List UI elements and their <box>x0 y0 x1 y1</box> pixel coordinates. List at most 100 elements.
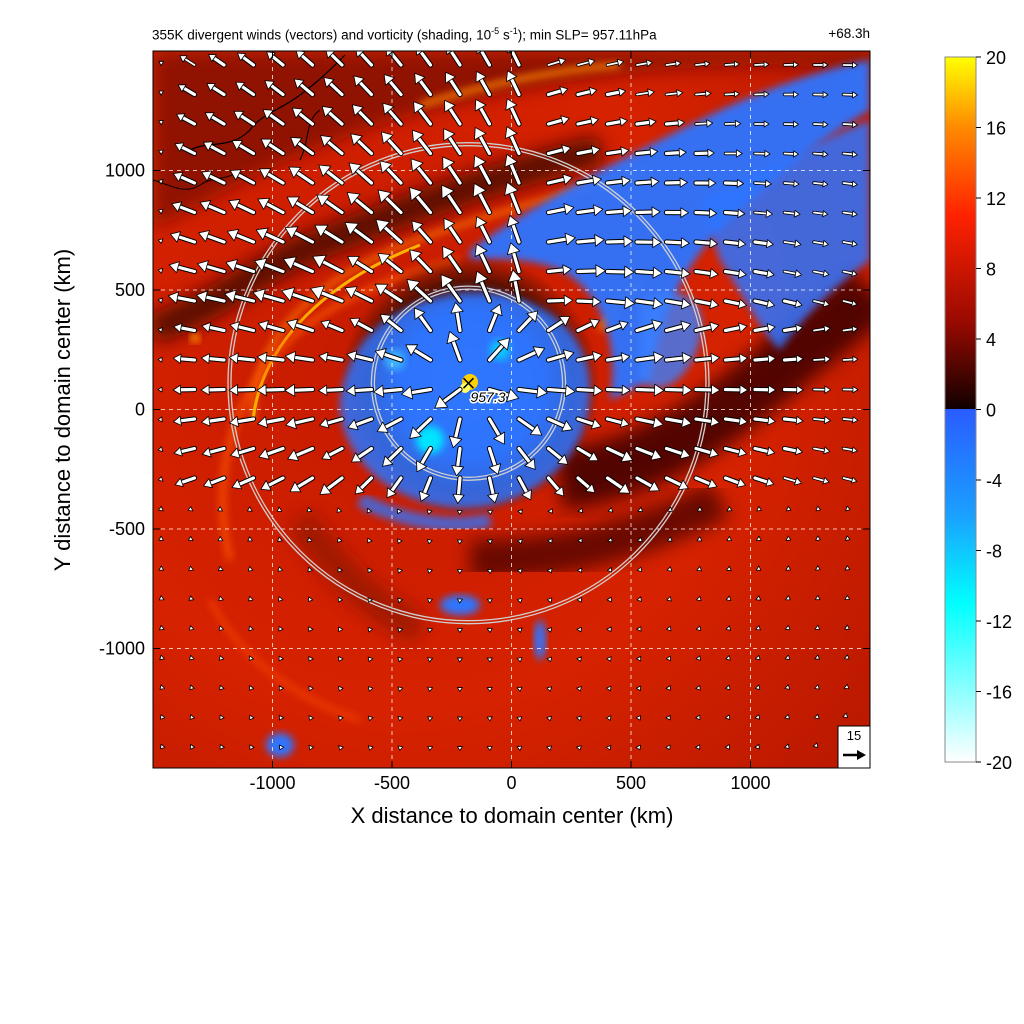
wind-vector <box>722 353 749 364</box>
wind-vector <box>189 654 195 661</box>
wind-vector <box>545 349 575 363</box>
wind-vector <box>635 59 653 68</box>
wind-vector <box>353 75 375 98</box>
wind-vector <box>576 686 582 692</box>
wind-vector <box>257 320 286 334</box>
wind-vector <box>157 386 163 393</box>
wind-vector <box>443 128 463 157</box>
wind-vector <box>172 353 198 364</box>
wind-vector <box>841 386 859 394</box>
colorbar-tick-label: -16 <box>986 683 1012 703</box>
wind-vector <box>844 565 851 571</box>
wind-vector <box>516 416 543 436</box>
wind-vector <box>440 274 463 304</box>
wind-vector <box>260 138 286 157</box>
wind-vector <box>278 596 284 602</box>
wind-vector <box>784 684 790 690</box>
wind-vector <box>695 655 701 661</box>
wind-vector <box>755 625 761 631</box>
wind-vector <box>516 385 548 399</box>
wind-vector <box>693 208 718 219</box>
wind-vector <box>752 475 775 487</box>
wind-vector <box>722 445 748 458</box>
wind-vector <box>278 655 284 662</box>
wind-vector <box>282 256 316 275</box>
wind-vector <box>782 209 801 218</box>
wind-vector <box>382 102 404 127</box>
wind-vector <box>756 535 762 542</box>
wind-vector <box>157 238 164 244</box>
wind-vector <box>753 179 772 188</box>
wind-vector <box>396 508 403 515</box>
wind-vector <box>726 565 732 571</box>
wind-vector <box>693 415 720 427</box>
wind-vector <box>277 566 284 572</box>
wind-vector <box>605 715 612 721</box>
wind-vector <box>405 344 434 363</box>
wind-vector <box>197 260 227 275</box>
wind-vector <box>693 352 721 365</box>
wind-vector <box>401 385 434 400</box>
wind-vector <box>206 83 227 98</box>
wind-vector <box>347 256 375 275</box>
wind-vector <box>785 505 792 512</box>
wind-vector <box>722 415 748 427</box>
y-tick-label: 1000 <box>105 161 145 181</box>
wind-vector <box>228 352 257 365</box>
wind-vector <box>158 179 164 185</box>
colorbar-tick-label: -20 <box>986 753 1012 773</box>
wind-vector <box>189 714 195 720</box>
wind-vector <box>159 654 165 661</box>
wind-vector <box>344 222 375 245</box>
wind-vector <box>841 240 858 248</box>
wind-vector <box>173 322 198 334</box>
wind-vector <box>345 384 375 397</box>
wind-vector <box>474 270 493 304</box>
wind-vector <box>606 626 612 632</box>
wind-vector <box>634 236 662 248</box>
wind-vector <box>545 203 575 216</box>
wind-vector <box>752 239 774 249</box>
wind-vector <box>605 744 612 751</box>
wind-vector <box>486 337 510 363</box>
wind-vector <box>452 475 465 504</box>
wind-vector <box>663 207 689 218</box>
wind-vector <box>722 322 748 334</box>
wind-vector <box>755 565 762 571</box>
wind-vector <box>217 565 224 572</box>
wind-vector <box>812 476 830 485</box>
wind-vector <box>722 384 749 396</box>
wind-vector <box>218 655 225 661</box>
wind-vector <box>637 536 643 543</box>
wind-vector <box>306 507 313 513</box>
wind-vector <box>486 745 493 751</box>
wind-vectors <box>157 51 859 751</box>
wind-vector <box>379 313 404 334</box>
wind-vector <box>547 508 553 514</box>
chart-title: 355K divergent winds (vectors) and vorti… <box>152 26 657 43</box>
wind-vector <box>229 415 257 428</box>
wind-vector <box>663 237 690 249</box>
wind-vector <box>546 656 553 663</box>
wind-vector <box>260 475 286 491</box>
wind-vector <box>475 216 493 245</box>
wind-vector <box>663 118 685 128</box>
wind-vector <box>784 654 791 660</box>
wind-vector <box>247 536 253 542</box>
wind-vector <box>287 445 316 462</box>
wind-vector <box>752 323 776 334</box>
wind-vector <box>174 142 198 157</box>
wind-vector <box>172 384 198 395</box>
wind-vector <box>604 352 631 363</box>
wind-vector <box>666 566 673 572</box>
wind-vector <box>380 131 404 157</box>
wind-vector <box>755 654 761 661</box>
wind-vector <box>367 597 373 603</box>
wind-vector <box>754 714 760 720</box>
wind-vector <box>448 416 463 449</box>
wind-vector <box>337 626 344 633</box>
wind-vector <box>634 147 659 158</box>
wind-vector <box>373 384 404 398</box>
wind-vector <box>308 626 314 632</box>
